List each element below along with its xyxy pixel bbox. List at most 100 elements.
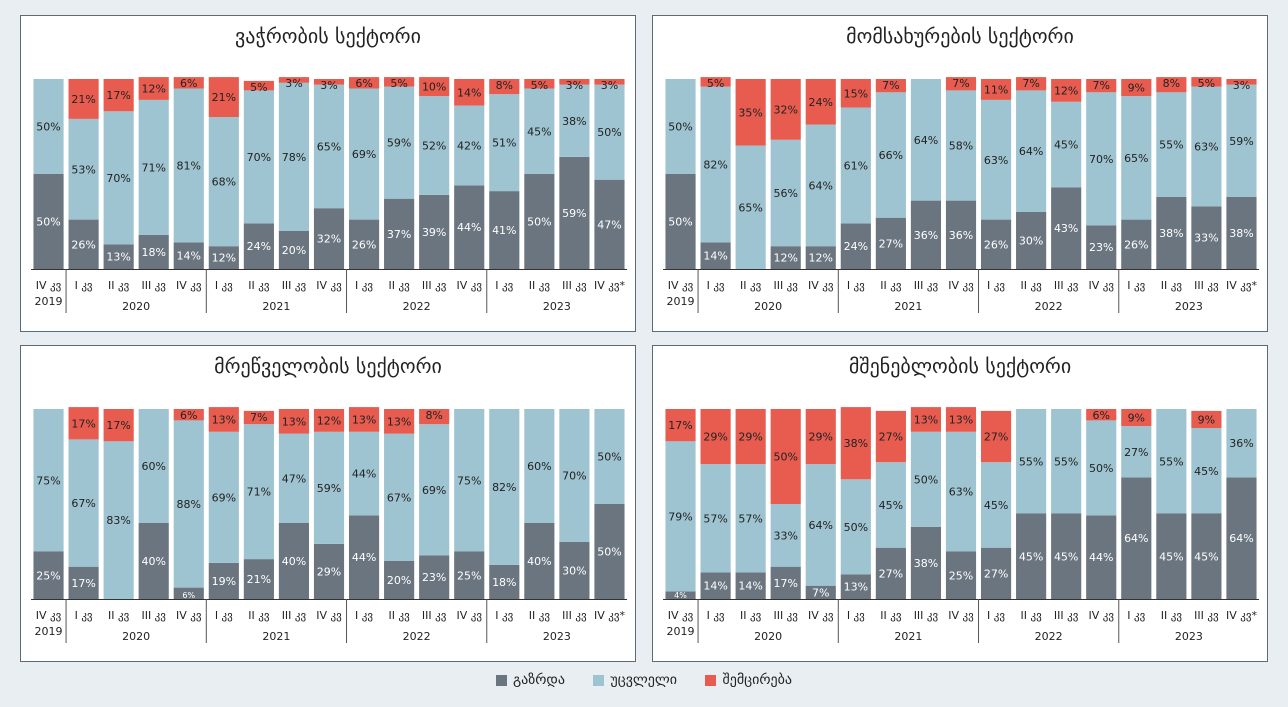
data-label: 47% — [282, 472, 306, 485]
data-label: 14% — [703, 250, 727, 263]
bar-increase — [1226, 196, 1257, 269]
bar-increase — [278, 523, 310, 599]
data-label: 6% — [182, 591, 195, 600]
data-label: 20% — [282, 244, 306, 257]
bar-unchanged — [384, 433, 415, 561]
bar-decrease — [313, 79, 345, 85]
bar-decrease — [840, 407, 871, 480]
bar-increase — [1156, 513, 1187, 599]
bar-decrease — [770, 79, 801, 140]
x-tick-label: I კვ — [75, 279, 93, 292]
data-label: 44% — [1089, 551, 1113, 564]
bar-decrease — [208, 407, 239, 432]
bar-increase — [68, 219, 99, 269]
data-label: 5% — [390, 77, 407, 90]
chart-title: მომსახურების სექტორი — [846, 24, 1074, 48]
bar-unchanged — [1086, 420, 1117, 516]
data-label: 57% — [703, 512, 727, 525]
data-label: 7% — [250, 411, 267, 424]
x-tick-label: II კვ — [1161, 609, 1183, 622]
bar-increase — [770, 566, 801, 599]
data-label: 45% — [1054, 550, 1078, 563]
bar-increase — [419, 194, 450, 269]
data-label: 6% — [180, 409, 197, 422]
data-label: 29% — [809, 431, 833, 444]
data-label: 6% — [355, 77, 372, 90]
bar-unchanged — [1121, 426, 1152, 478]
x-tick-label: I კვ — [1127, 609, 1145, 622]
bar-unchanged — [138, 99, 169, 235]
bar-decrease — [454, 79, 485, 106]
data-label: 45% — [1159, 550, 1183, 563]
bar-decrease — [384, 77, 415, 87]
chart-panel-trade: ვაჭრობის სექტორი 50% 50% 26% 53% 21% 13% 70% 17… — [20, 15, 636, 332]
data-label: 50% — [668, 216, 692, 229]
data-label: 55% — [1159, 455, 1183, 468]
chart-svg: 50% 50% 14% 82% 5% 65% 35% 12% 56% 32% 12% 64% 24% 24… — [663, 77, 1259, 313]
data-label: 50% — [844, 521, 868, 534]
bar-increase — [559, 156, 590, 269]
data-label: 13% — [387, 415, 411, 428]
data-label: 36% — [1229, 437, 1253, 450]
bar-unchanged — [103, 111, 134, 245]
bar-unchanged — [945, 431, 977, 552]
data-label: 14% — [703, 580, 727, 593]
data-label: 12% — [212, 252, 236, 265]
bar-unchanged — [68, 118, 99, 220]
bar-decrease — [68, 407, 99, 440]
data-label: 8% — [425, 409, 442, 422]
x-tick-label: II კვ — [740, 609, 762, 622]
data-label: 71% — [247, 486, 271, 499]
data-label: 50% — [668, 121, 692, 134]
data-label: 10% — [422, 81, 446, 94]
bar-increase — [805, 585, 836, 599]
data-label: 14% — [738, 580, 762, 593]
data-label: 17% — [668, 419, 692, 432]
bar-unchanged — [1086, 92, 1117, 226]
bar-increase — [1086, 225, 1117, 269]
data-label: 27% — [984, 567, 1008, 580]
bar-increase — [243, 223, 274, 269]
bar-decrease — [594, 79, 625, 85]
x-tick-label: I კვ — [707, 609, 725, 622]
bar-increase — [33, 174, 64, 269]
chart-svg: 50% 50% 26% 53% 21% 13% 70% 17% 18% 71% 12% 14% 81% 6… — [31, 77, 627, 313]
data-label: 55% — [1054, 455, 1078, 468]
data-label: 26% — [71, 238, 95, 251]
bar-unchanged — [770, 139, 801, 247]
bar-increase — [980, 547, 1012, 599]
data-label: 26% — [1124, 238, 1148, 251]
data-label: 63% — [1194, 140, 1218, 153]
data-label: 59% — [317, 482, 341, 495]
data-label: 14% — [177, 250, 201, 263]
bar-decrease — [735, 409, 766, 465]
data-label: 8% — [1163, 77, 1180, 90]
data-label: 44% — [352, 468, 376, 481]
bar-increase — [770, 246, 801, 269]
bar-unchanged — [33, 409, 64, 552]
data-label: 21% — [247, 573, 271, 586]
data-label: 24% — [247, 240, 271, 253]
data-label: 5% — [707, 77, 724, 90]
data-label: 47% — [597, 218, 621, 231]
data-label: 83% — [106, 514, 130, 527]
data-label: 5% — [1198, 77, 1215, 90]
bar-decrease — [1051, 79, 1082, 102]
x-tick-label: III კვ — [282, 279, 307, 292]
bar-increase — [348, 515, 380, 599]
year-label: 2023 — [543, 300, 571, 313]
bar-decrease — [1191, 77, 1222, 87]
year-label: 2020 — [122, 300, 150, 313]
bar-increase — [454, 551, 485, 599]
bar-unchanged — [489, 94, 520, 192]
bar-increase — [700, 572, 731, 599]
data-label: 52% — [422, 140, 446, 153]
data-label: 59% — [387, 137, 411, 150]
data-label: 27% — [879, 237, 903, 250]
data-label: 7% — [812, 586, 829, 599]
bar-unchanged — [805, 464, 836, 586]
data-label: 64% — [1124, 532, 1148, 545]
data-label: 12% — [809, 252, 833, 265]
bar-increase — [1051, 513, 1082, 599]
data-label: 3% — [285, 77, 302, 90]
